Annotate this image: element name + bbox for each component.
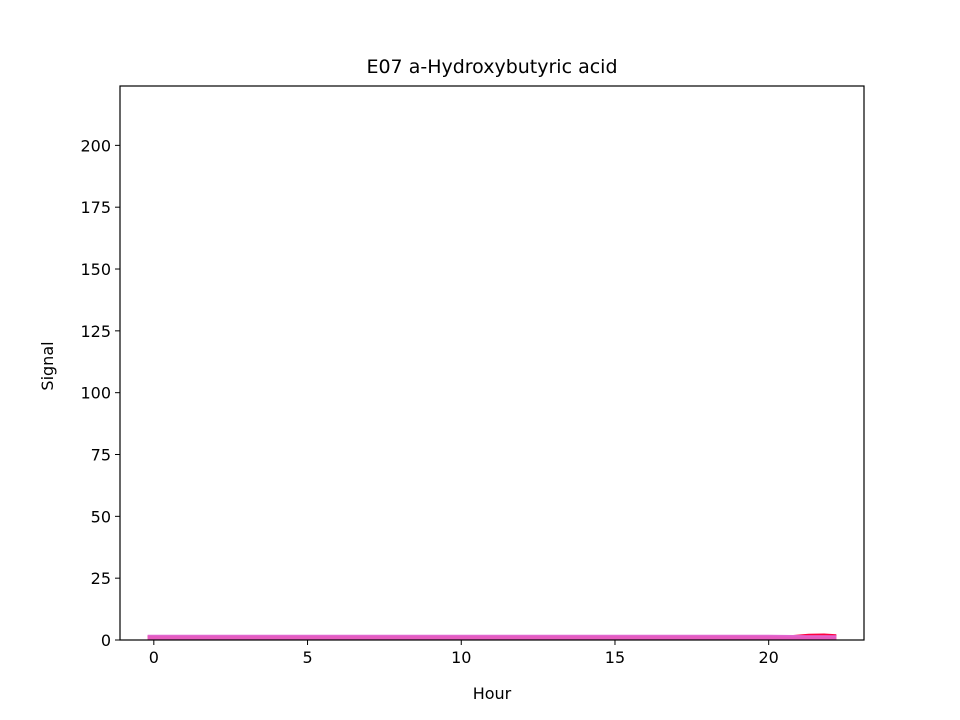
x-tick-label: 10 <box>451 648 471 667</box>
y-tick-label: 125 <box>80 322 111 341</box>
y-tick-label: 50 <box>91 507 111 526</box>
x-tick-label: 0 <box>149 648 159 667</box>
plot-layer <box>147 633 837 640</box>
x-tick-label: 15 <box>605 648 625 667</box>
x-tick-label: 5 <box>302 648 312 667</box>
y-tick-label: 100 <box>80 384 111 403</box>
y-tick-label: 200 <box>80 136 111 155</box>
series-area-2 <box>147 635 837 640</box>
y-axis-ticks: 0 25 50 75 100 125 150 175 200 <box>80 136 120 650</box>
plot-frame <box>119 85 865 641</box>
x-axis-ticks: 0 5 10 15 20 <box>149 640 779 667</box>
y-tick-label: 75 <box>91 446 111 465</box>
chart-title: E07 a-Hydroxybutyric acid <box>366 56 617 78</box>
y-tick-label: 175 <box>80 198 111 217</box>
y-tick-label: 25 <box>91 569 111 588</box>
x-axis-label: Hour <box>473 684 512 703</box>
y-tick-label: 0 <box>101 631 111 650</box>
y-tick-label: 150 <box>80 260 111 279</box>
x-tick-label: 20 <box>759 648 779 667</box>
y-axis-label: Signal <box>38 341 57 390</box>
